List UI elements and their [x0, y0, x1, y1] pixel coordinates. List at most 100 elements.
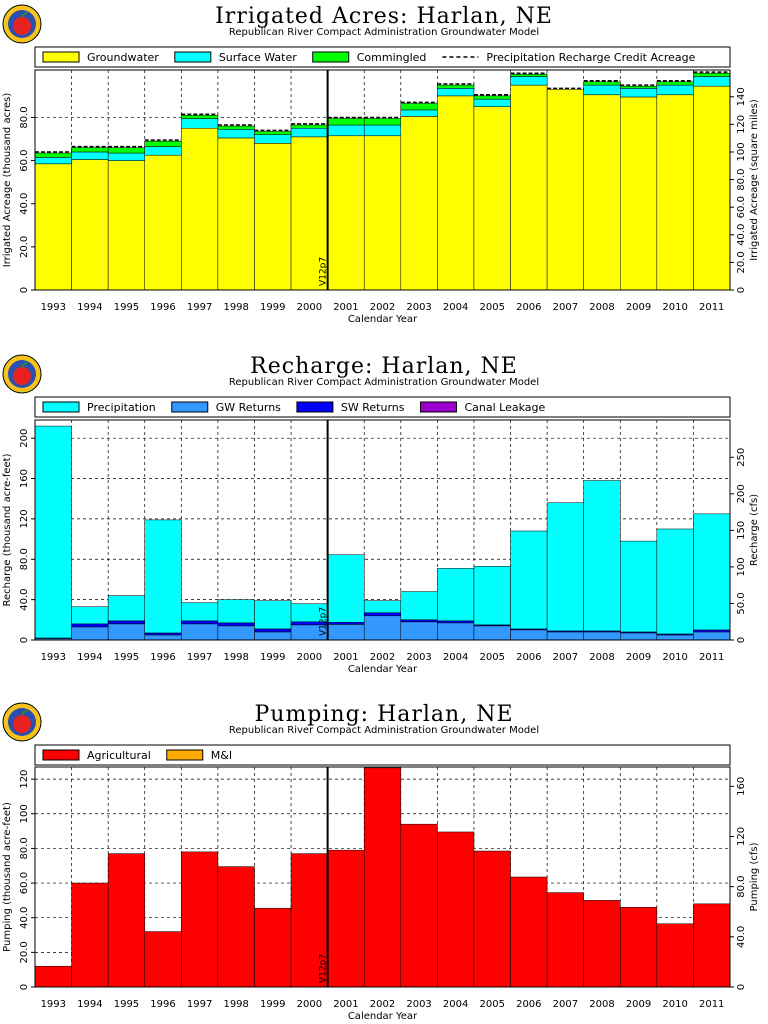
bar-agricultural	[290, 853, 328, 988]
y-tick-label: 20.0	[19, 941, 30, 963]
bar-agricultural	[327, 849, 365, 988]
bar-agricultural	[144, 931, 182, 988]
x-tick-label: 2003	[406, 652, 431, 663]
bar-precipitation	[144, 519, 182, 634]
x-tick-label: 1997	[187, 652, 212, 663]
x-tick-label: 2006	[516, 652, 541, 663]
model-version-label: V12p7	[319, 607, 329, 636]
bar-precipitation	[327, 554, 365, 623]
bar-gw-returns	[546, 631, 584, 641]
y-axis-label: Pumping (thousand acre-feet)	[2, 802, 13, 952]
legend-box	[34, 744, 731, 766]
bar-surface-water	[34, 157, 72, 165]
x-axis-label: Calendar Year	[348, 664, 418, 675]
y-tick-label: 200	[19, 429, 30, 448]
bar-groundwater	[144, 154, 182, 291]
bar-surface-water	[583, 84, 621, 96]
bar-gw-returns	[473, 625, 511, 641]
y-tick-label: 80.0	[19, 106, 30, 128]
bar-precipitation	[583, 480, 621, 632]
bar-gw-returns	[107, 623, 145, 641]
bar-groundwater	[583, 94, 621, 291]
bar-sw-returns	[327, 622, 365, 625]
bar-commingled	[181, 115, 219, 119]
x-tick-label: 1999	[260, 302, 285, 313]
x-tick-label: 2000	[297, 999, 322, 1010]
y-tick-label: 20.0	[19, 236, 30, 258]
bar-gw-returns	[693, 631, 731, 641]
model-version-label: V12p7	[319, 257, 329, 286]
x-tick-label: 2009	[626, 999, 651, 1010]
bar-groundwater	[620, 96, 658, 291]
y2-tick-label: 60.0	[736, 196, 747, 218]
bar-sw-returns	[437, 620, 475, 624]
x-tick-label: 2003	[406, 302, 431, 313]
x-tick-label: 2005	[480, 302, 505, 313]
irrigated-acres-panel: Irrigated Acres: Harlan, NE Republican R…	[0, 0, 768, 340]
bar-agricultural	[71, 882, 109, 988]
x-tick-label: 1998	[223, 652, 248, 663]
apple-seal-icon	[2, 702, 42, 742]
bar-groundwater	[546, 89, 584, 291]
bar-agricultural	[510, 876, 548, 988]
bar-agricultural	[107, 853, 145, 988]
chart-subtitle: Republican River Compact Administration …	[228, 725, 540, 736]
bar-surface-water	[144, 146, 182, 156]
bar-agricultural	[400, 823, 438, 988]
x-tick-label: 1998	[223, 999, 248, 1010]
bar-gw-returns	[437, 622, 475, 641]
bar-commingled	[254, 131, 292, 135]
bar-commingled	[510, 74, 548, 77]
bar-groundwater	[107, 160, 145, 291]
bar-surface-water	[327, 124, 365, 137]
legend-label: Groundwater	[87, 51, 159, 64]
bar-precipitation	[656, 528, 694, 635]
y2-tick-label: 100	[736, 142, 747, 161]
bar-commingled	[656, 81, 694, 86]
y-tick-label: 0	[19, 984, 30, 990]
legend-swatch	[42, 51, 80, 63]
legend-label: SW Returns	[341, 401, 405, 414]
bar-groundwater	[473, 106, 511, 291]
y2-tick-label: 50.0	[736, 592, 747, 614]
y2-tick-label: 140	[736, 87, 747, 106]
plot-border	[34, 766, 731, 988]
legend-label: Precipitation Recharge Credit Acreage	[486, 51, 695, 64]
bar-sw-returns	[107, 620, 145, 625]
y-tick-label: 0	[19, 287, 30, 293]
bar-agricultural	[693, 903, 731, 988]
bar-commingled	[363, 118, 402, 126]
bar-commingled	[693, 72, 731, 77]
x-tick-label: 1994	[77, 302, 102, 313]
bar-sw-returns	[217, 622, 255, 627]
bar-commingled	[34, 152, 72, 158]
bar-commingled	[107, 147, 145, 154]
x-tick-label: 1994	[77, 652, 102, 663]
chart-title: Pumping: Harlan, NE	[254, 702, 514, 727]
bar-precipitation	[693, 513, 731, 631]
x-tick-label: 2010	[662, 302, 687, 313]
x-tick-label: 2007	[553, 999, 578, 1010]
y-tick-label: 100	[19, 804, 30, 823]
bar-groundwater	[217, 137, 255, 291]
x-tick-label: 1993	[41, 302, 66, 313]
legend-label: Agricultural	[87, 749, 151, 762]
bar-surface-water	[217, 129, 255, 139]
x-tick-label: 2011	[699, 302, 724, 313]
y-tick-label: 80.0	[19, 548, 30, 570]
bar-gw-returns	[144, 634, 182, 641]
x-tick-label: 1999	[260, 999, 285, 1010]
bar-precipitation	[510, 530, 548, 630]
legend-swatch	[312, 51, 350, 63]
y2-tick-label: 0	[736, 637, 747, 643]
y-tick-label: 60.0	[19, 872, 30, 894]
x-tick-label: 2008	[589, 652, 614, 663]
pumping-chart: Agricultural M&I V12p7 0 20.0 40.0 60.0 80.0 100…	[2, 744, 760, 1022]
bar-gw-returns	[620, 632, 658, 641]
bar-sw-returns	[71, 623, 109, 628]
y-tick-label: 0	[19, 637, 30, 643]
x-tick-label: 2000	[297, 652, 322, 663]
x-tick-label: 1997	[187, 302, 212, 313]
y-tick-label: 120	[19, 509, 30, 528]
x-tick-label: 2008	[589, 999, 614, 1010]
